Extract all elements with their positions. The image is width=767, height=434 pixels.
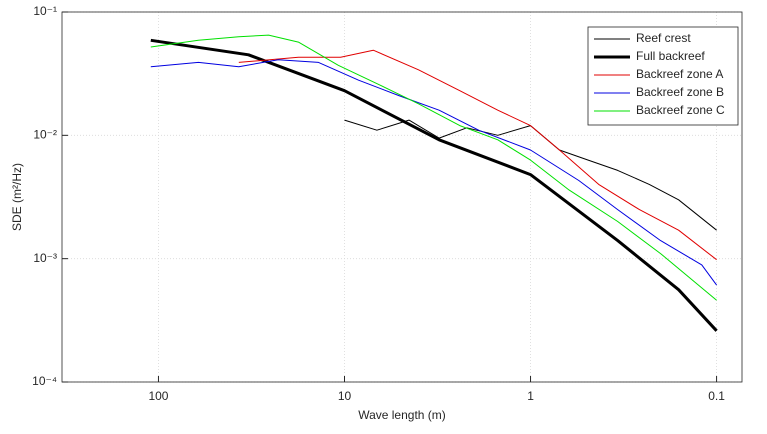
- legend-label: Backreef zone B: [636, 85, 724, 99]
- legend-label: Backreef zone C: [636, 103, 725, 117]
- legend-label: Full backreef: [636, 49, 705, 63]
- series-line: [150, 59, 718, 286]
- legend: Reef crest Full backreef Backreef zone A Ba…: [587, 26, 739, 126]
- axes-frame: [61, 11, 743, 383]
- series-line: [150, 34, 717, 301]
- legend-box: [587, 26, 739, 126]
- x-tick-label: 100: [148, 389, 168, 403]
- y-axis-label: SDE (m²/Hz): [10, 163, 24, 231]
- x-tick-label: 0.1: [708, 389, 725, 403]
- x-tick-label: 10: [338, 389, 352, 403]
- series-line: [150, 38, 718, 332]
- y-tick-label: 10⁻²: [33, 128, 57, 142]
- y-tick-label: 10⁻¹: [33, 4, 57, 18]
- lines: [150, 34, 718, 332]
- y-tick-label: 10⁻³: [33, 251, 57, 265]
- series-line: [238, 49, 717, 261]
- x-tick-label: 1: [527, 389, 534, 403]
- x-axis-label: Wave length (m): [358, 408, 446, 422]
- legend-label: Reef crest: [636, 31, 691, 45]
- y-tick-label: 10⁻⁴: [32, 374, 57, 388]
- legend-label: Backreef zone A: [636, 67, 723, 81]
